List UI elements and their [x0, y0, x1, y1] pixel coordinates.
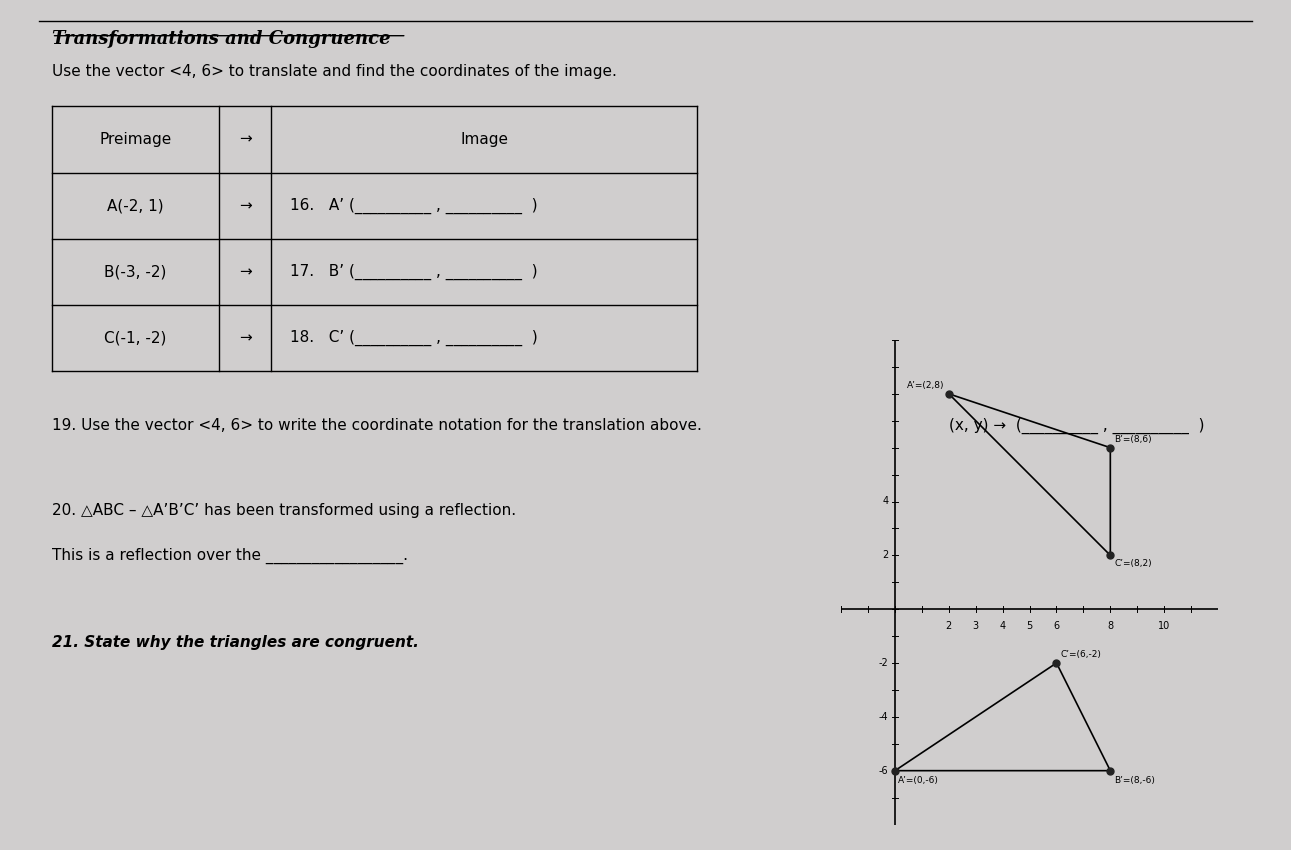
Text: B’=(8,-6): B’=(8,-6): [1114, 776, 1155, 785]
Text: 16.   A’ (__________ , __________  ): 16. A’ (__________ , __________ ): [290, 197, 538, 214]
Text: 2: 2: [946, 621, 951, 632]
Text: Use the vector <4, 6> to translate and find the coordinates of the image.: Use the vector <4, 6> to translate and f…: [52, 64, 617, 79]
Text: B’=(8,6): B’=(8,6): [1114, 434, 1152, 444]
Text: 4: 4: [999, 621, 1006, 632]
Text: 10: 10: [1158, 621, 1170, 632]
Text: C’=(8,2): C’=(8,2): [1114, 559, 1152, 569]
Text: 6: 6: [1053, 621, 1060, 632]
Text: 20. △ABC – △A’B’C’ has been transformed using a reflection.: 20. △ABC – △A’B’C’ has been transformed …: [52, 503, 516, 518]
Text: →: →: [239, 331, 252, 346]
Text: 8: 8: [1108, 621, 1113, 632]
Text: 21. State why the triangles are congruent.: 21. State why the triangles are congruen…: [52, 635, 418, 650]
Text: Preimage: Preimage: [99, 132, 172, 147]
Text: Transformations and Congruence: Transformations and Congruence: [52, 30, 390, 48]
Text: This is a reflection over the __________________.: This is a reflection over the __________…: [52, 547, 408, 564]
Text: B(-3, -2): B(-3, -2): [105, 264, 167, 280]
Text: →: →: [239, 132, 252, 147]
Text: C(-1, -2): C(-1, -2): [105, 331, 167, 346]
Text: →: →: [239, 198, 252, 213]
Text: 4: 4: [882, 496, 888, 507]
Text: (x, y) →  (__________ , __________  ): (x, y) → (__________ , __________ ): [949, 418, 1205, 434]
Text: -4: -4: [879, 711, 888, 722]
Text: 18.   C’ (__________ , __________  ): 18. C’ (__________ , __________ ): [290, 330, 538, 347]
Text: 3: 3: [972, 621, 979, 632]
Text: A’=(2,8): A’=(2,8): [908, 381, 945, 390]
Text: A(-2, 1): A(-2, 1): [107, 198, 164, 213]
Text: C’=(6,-2): C’=(6,-2): [1060, 650, 1101, 659]
Text: -6: -6: [879, 766, 888, 776]
Text: 5: 5: [1026, 621, 1033, 632]
Text: 19. Use the vector <4, 6> to write the coordinate notation for the translation a: 19. Use the vector <4, 6> to write the c…: [52, 418, 701, 434]
Text: Image: Image: [460, 132, 509, 147]
Text: →: →: [239, 264, 252, 280]
Text: 17.   B’ (__________ , __________  ): 17. B’ (__________ , __________ ): [290, 264, 538, 280]
Text: 2: 2: [882, 550, 888, 560]
Text: -2: -2: [878, 658, 888, 668]
Text: A’=(0,-6): A’=(0,-6): [897, 776, 939, 785]
